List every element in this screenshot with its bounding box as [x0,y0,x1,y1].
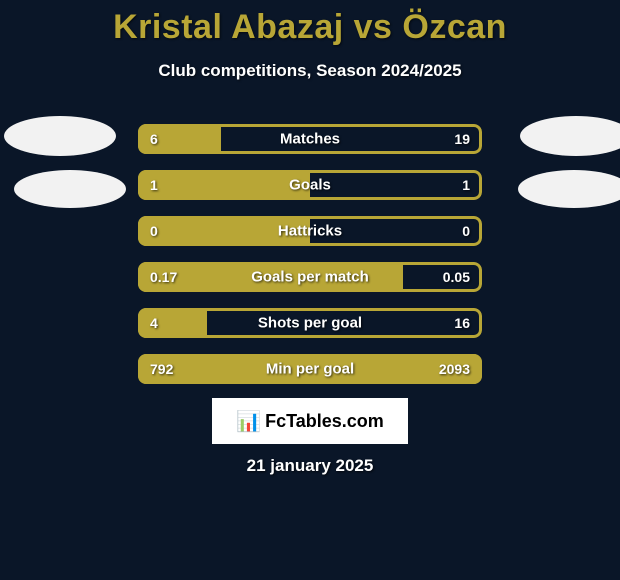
watermark: 📊 FcTables.com [212,398,408,444]
player-right-photo-1 [520,116,620,156]
metric-label: Goals [289,177,331,194]
bar-row: 4 16 Shots per goal [138,308,482,338]
value-right: 0.05 [443,269,470,285]
player-left-photo-2 [14,170,126,208]
metric-label: Matches [280,131,340,148]
value-left: 0 [150,223,158,239]
date-label: 21 january 2025 [0,456,620,476]
bar-segment-left [138,308,207,338]
subtitle: Club competitions, Season 2024/2025 [0,61,620,81]
metric-label: Min per goal [266,361,354,378]
value-right: 2093 [439,361,470,377]
value-right: 19 [454,131,470,147]
player-left-photo-1 [4,116,116,156]
watermark-text: FcTables.com [265,411,384,432]
bar-segment-right [221,124,482,154]
value-left: 792 [150,361,173,377]
bar-row: 792 2093 Min per goal [138,354,482,384]
chart-icon: 📊 [236,409,261,434]
value-left: 6 [150,131,158,147]
value-right: 1 [462,177,470,193]
player-right-photo-2 [518,170,620,208]
bar-segment-left [138,170,310,200]
comparison-bars: 6 19 Matches 1 1 Goals 0 0 Hattricks 0.17 0.05 Goal… [138,124,482,400]
value-right: 0 [462,223,470,239]
metric-label: Shots per goal [258,315,362,332]
value-left: 1 [150,177,158,193]
value-right: 16 [454,315,470,331]
metric-label: Hattricks [278,223,342,240]
value-left: 4 [150,315,158,331]
bar-segment-right [310,170,482,200]
metric-label: Goals per match [251,269,369,286]
value-left: 0.17 [150,269,177,285]
bar-row: 0.17 0.05 Goals per match [138,262,482,292]
bar-row: 1 1 Goals [138,170,482,200]
page-title: Kristal Abazaj vs Özcan [0,0,620,47]
bar-row: 0 0 Hattricks [138,216,482,246]
bar-row: 6 19 Matches [138,124,482,154]
